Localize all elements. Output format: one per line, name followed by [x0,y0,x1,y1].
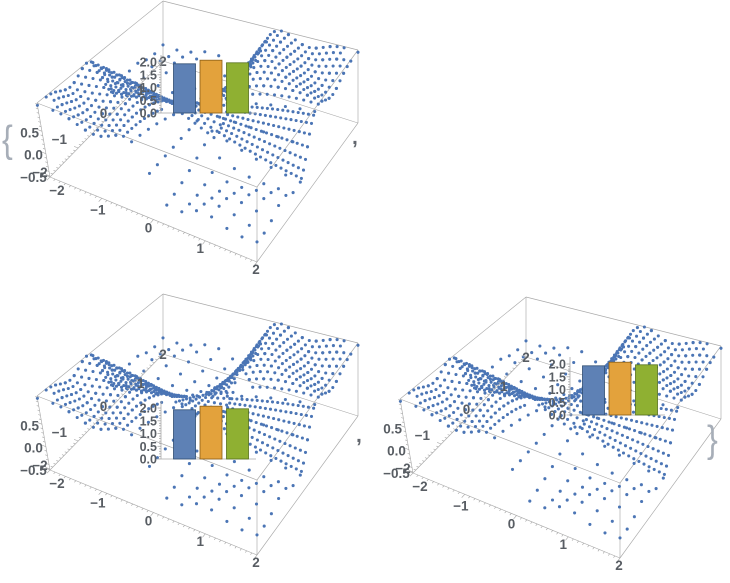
svg-text:1: 1 [197,241,205,256]
svg-text:2: 2 [615,558,623,573]
svg-text:−1: −1 [52,425,68,440]
svg-text:1: 1 [560,537,568,552]
svg-text:0: 0 [463,402,471,417]
svg-text:2.0: 2.0 [140,402,157,416]
svg-text:0.5: 0.5 [140,94,157,108]
svg-text:0.0: 0.0 [140,453,157,467]
svg-text:−2: −2 [395,461,410,476]
svg-text:0.0: 0.0 [387,444,406,459]
svg-text:−1: −1 [415,428,431,443]
svg-text:−1: −1 [90,495,106,510]
svg-text:−2: −2 [32,165,47,180]
svg-text:1: 1 [137,83,145,98]
svg-text:0.5: 0.5 [549,396,566,410]
svg-text:0.0: 0.0 [24,148,43,163]
svg-text:0.5: 0.5 [383,421,402,436]
list-separator-2: , [356,424,362,447]
svg-text:−1: −1 [90,202,106,217]
svg-text:2: 2 [159,54,167,69]
svg-text:0.5: 0.5 [20,125,39,140]
svg-text:2: 2 [159,347,167,362]
svg-text:0: 0 [145,221,153,236]
svg-text:2.0: 2.0 [140,56,157,70]
svg-text:−2: −2 [49,183,64,198]
list-separator-1: , [352,126,358,149]
svg-text:0: 0 [100,399,108,414]
svg-text:−0.5: −0.5 [383,466,410,481]
svg-text:0.5: 0.5 [140,440,157,454]
svg-text:1.0: 1.0 [140,81,157,95]
svg-text:−2: −2 [32,458,47,473]
svg-text:0.0: 0.0 [140,107,157,121]
svg-text:1.0: 1.0 [140,427,157,441]
svg-text:−1: −1 [52,132,68,147]
svg-text:0: 0 [100,106,108,121]
svg-text:0: 0 [145,514,153,529]
svg-text:1: 1 [500,379,508,394]
svg-text:1.5: 1.5 [549,370,566,384]
svg-text:1.0: 1.0 [549,383,566,397]
svg-text:2.0: 2.0 [549,358,566,372]
svg-text:−0.5: −0.5 [20,170,47,185]
svg-text:−2: −2 [49,476,64,491]
svg-text:−2: −2 [412,479,427,494]
svg-text:2: 2 [252,555,260,570]
close-brace: } [706,419,718,461]
svg-text:0.0: 0.0 [549,409,566,423]
svg-text:0: 0 [508,517,516,532]
svg-text:2: 2 [522,350,530,365]
svg-text:−0.5: −0.5 [20,463,47,478]
svg-text:2: 2 [252,262,260,277]
open-brace: { [1,119,13,161]
svg-text:0.0: 0.0 [24,441,43,456]
svg-text:−1: −1 [453,498,469,513]
svg-text:1: 1 [137,376,145,391]
svg-text:0.5: 0.5 [20,418,39,433]
svg-text:1: 1 [197,534,205,549]
svg-text:1.5: 1.5 [140,68,157,82]
svg-text:1.5: 1.5 [140,414,157,428]
